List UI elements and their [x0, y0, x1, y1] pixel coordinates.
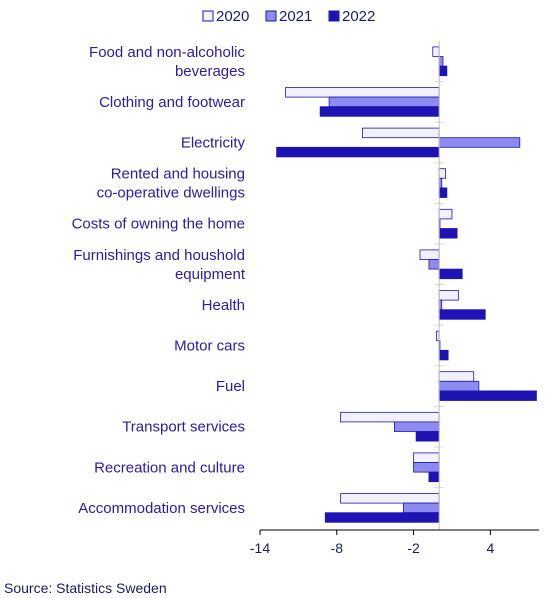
- bar-furnishings-and-houshold-equipment-2021: [428, 259, 440, 270]
- legend: 2020 2021 2022: [202, 8, 375, 25]
- bar-electricity-2020: [361, 127, 440, 139]
- category-label-food-and-non-alcoholic-beverages: Food and non-alcoholic beverages: [89, 44, 245, 80]
- legend-label-2022: 2022: [342, 8, 375, 25]
- legend-label-2020: 2020: [216, 8, 249, 25]
- category-label-recreation-and-culture: Recreation and culture: [94, 459, 245, 476]
- category-label-rented-and-housing-co-operative-dwellings: Rented and housing co-operative dwellings: [97, 166, 245, 202]
- bar-transport-services-2022: [415, 431, 440, 442]
- bar-transport-services-2021: [393, 421, 440, 432]
- bar-transport-services-2020: [340, 411, 440, 423]
- bar-food-and-non-alcoholic-beverages-2020: [432, 46, 440, 57]
- bar-costs-of-owning-the-home-2022: [438, 228, 458, 239]
- bar-accommodation-services-2020: [340, 493, 440, 504]
- bar-rented-and-housing-co-operative-dwellings-2022: [438, 187, 448, 198]
- bar-clothing-and-footwear-2021: [328, 96, 440, 108]
- bar-food-and-non-alcoholic-beverages-2021: [438, 56, 444, 67]
- bar-fuel-2022: [438, 390, 537, 401]
- category-label-transport-services: Transport services: [122, 419, 245, 436]
- bar-accommodation-services-2022: [324, 512, 440, 523]
- category-label-furnishings-and-houshold-equipment: Furnishings and houshold equipment: [73, 247, 246, 283]
- bar-electricity-2022: [276, 146, 440, 158]
- source-note: Source: Statistics Sweden: [4, 580, 167, 596]
- bar-recreation-and-culture-2021: [413, 462, 440, 473]
- bar-costs-of-owning-the-home-2020: [438, 208, 453, 220]
- bar-motor-cars-2022: [438, 349, 449, 361]
- category-label-health: Health: [202, 297, 245, 314]
- bar-fuel-2021: [438, 380, 480, 392]
- bar-clothing-and-footwear-2020: [285, 87, 440, 98]
- bars: [276, 41, 537, 530]
- bar-health-2022: [438, 309, 486, 320]
- category-labels: Food and non-alcoholic beverages Clothing …: [72, 44, 246, 517]
- category-label-electricity: Electricity: [181, 135, 246, 152]
- category-label-accommodation-services: Accommodation services: [78, 500, 245, 517]
- legend-swatch-2021: [265, 10, 277, 22]
- bar-health-2020: [438, 290, 459, 301]
- bar-rented-and-housing-co-operative-dwellings-2020: [438, 168, 446, 179]
- bar-furnishings-and-houshold-equipment-2022: [438, 268, 463, 280]
- bar-electricity-2021: [438, 137, 521, 148]
- bar-recreation-and-culture-2020: [413, 452, 440, 463]
- x-tick-label--8: -8: [331, 540, 344, 556]
- x-tick-label--2: -2: [407, 540, 420, 556]
- x-axis: -14 -8 -2 4: [250, 529, 539, 556]
- category-label-motor-cars: Motor cars: [174, 338, 245, 355]
- x-tick-label--14: -14: [250, 540, 270, 556]
- legend-swatch-2020: [202, 10, 214, 22]
- bar-fuel-2020: [438, 371, 475, 382]
- bar-recreation-and-culture-2022: [428, 471, 440, 483]
- bar-food-and-non-alcoholic-beverages-2022: [438, 65, 448, 77]
- category-label-clothing-and-footwear: Clothing and footwear: [99, 94, 245, 111]
- legend-label-2021: 2021: [279, 8, 312, 25]
- bar-clothing-and-footwear-2022: [319, 106, 440, 117]
- category-label-costs-of-owning-the-home: Costs of owning the home: [72, 216, 245, 233]
- category-label-fuel: Fuel: [216, 378, 245, 395]
- legend-swatch-2022: [328, 10, 340, 22]
- bar-furnishings-and-houshold-equipment-2020: [419, 249, 440, 260]
- bar-accommodation-services-2021: [402, 502, 440, 514]
- x-tick-label-4: 4: [486, 540, 494, 556]
